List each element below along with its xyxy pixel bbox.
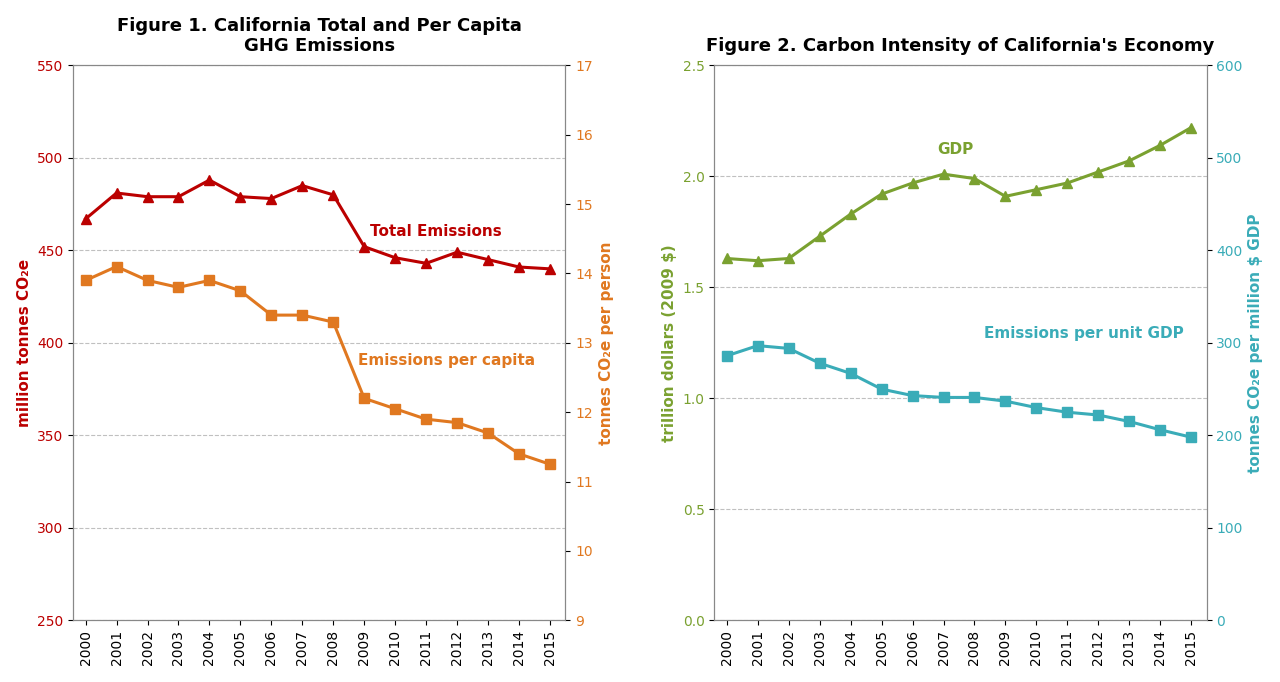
Y-axis label: tonnes CO₂e per person: tonnes CO₂e per person <box>599 241 613 445</box>
Y-axis label: tonnes CO₂e per million $ GDP: tonnes CO₂e per million $ GDP <box>1248 213 1263 473</box>
Text: Emissions per capita: Emissions per capita <box>358 353 535 368</box>
Y-axis label: million tonnes CO₂e: million tonnes CO₂e <box>17 258 32 427</box>
Y-axis label: trillion dollars (2009 $): trillion dollars (2009 $) <box>662 244 677 442</box>
Text: GDP: GDP <box>937 142 974 157</box>
Title: Figure 1. California Total and Per Capita
GHG Emissions: Figure 1. California Total and Per Capit… <box>116 16 522 55</box>
Text: Total Emissions: Total Emissions <box>370 224 502 239</box>
Text: Emissions per unit GDP: Emissions per unit GDP <box>984 327 1184 342</box>
Title: Figure 2. Carbon Intensity of California's Economy: Figure 2. Carbon Intensity of California… <box>707 38 1215 55</box>
